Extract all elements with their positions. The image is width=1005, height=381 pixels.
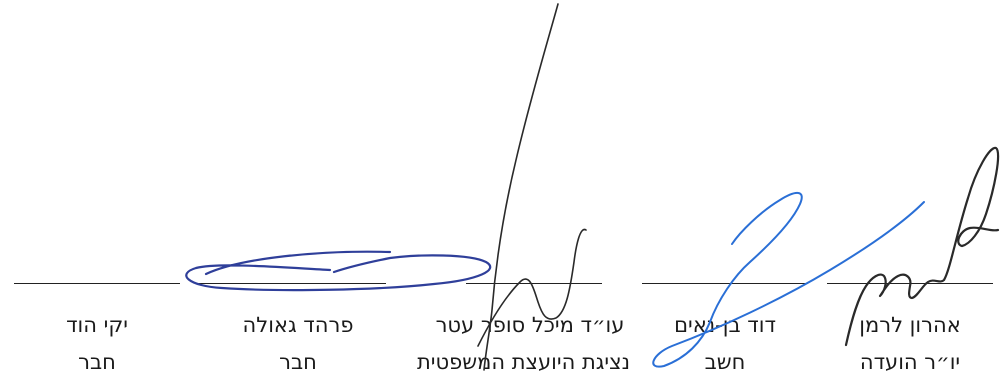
signature-block-michal-sofer-atar: עו״ד מיכל סופר עטר נציגת היועצת המשפטית bbox=[416, 0, 630, 381]
signature-block-aharon-lerman: אהרון לרמן יו״ר הועדה bbox=[815, 0, 1005, 381]
signature-line bbox=[466, 283, 602, 284]
signatory-name: אהרון לרמן bbox=[859, 313, 961, 337]
signatory-role: חבר bbox=[78, 350, 116, 374]
signatory-name: עו״ד מיכל סופר עטר bbox=[435, 313, 625, 337]
signatory-name: דוד בן-נאים bbox=[674, 313, 776, 337]
signatory-name: יקי הוד bbox=[66, 313, 128, 337]
signature-block-farhad-geula: פרהד גאולה חבר bbox=[188, 0, 408, 381]
signature-block-yaki-hod: יקי הוד חבר bbox=[2, 0, 192, 381]
signature-block-david-ben-naim: דוד בן-נאים חשב bbox=[630, 0, 820, 381]
signature-line bbox=[14, 283, 180, 284]
signature-line bbox=[827, 283, 993, 284]
signatory-name: פרהד גאולה bbox=[242, 313, 354, 337]
signature-line bbox=[642, 283, 808, 284]
signatory-role: חבר bbox=[279, 350, 317, 374]
signatory-role: יו״ר הועדה bbox=[859, 350, 961, 374]
signatory-role: נציגת היועצת המשפטית bbox=[416, 350, 630, 374]
signature-line bbox=[196, 283, 386, 284]
signatory-role: חשב bbox=[704, 350, 746, 374]
